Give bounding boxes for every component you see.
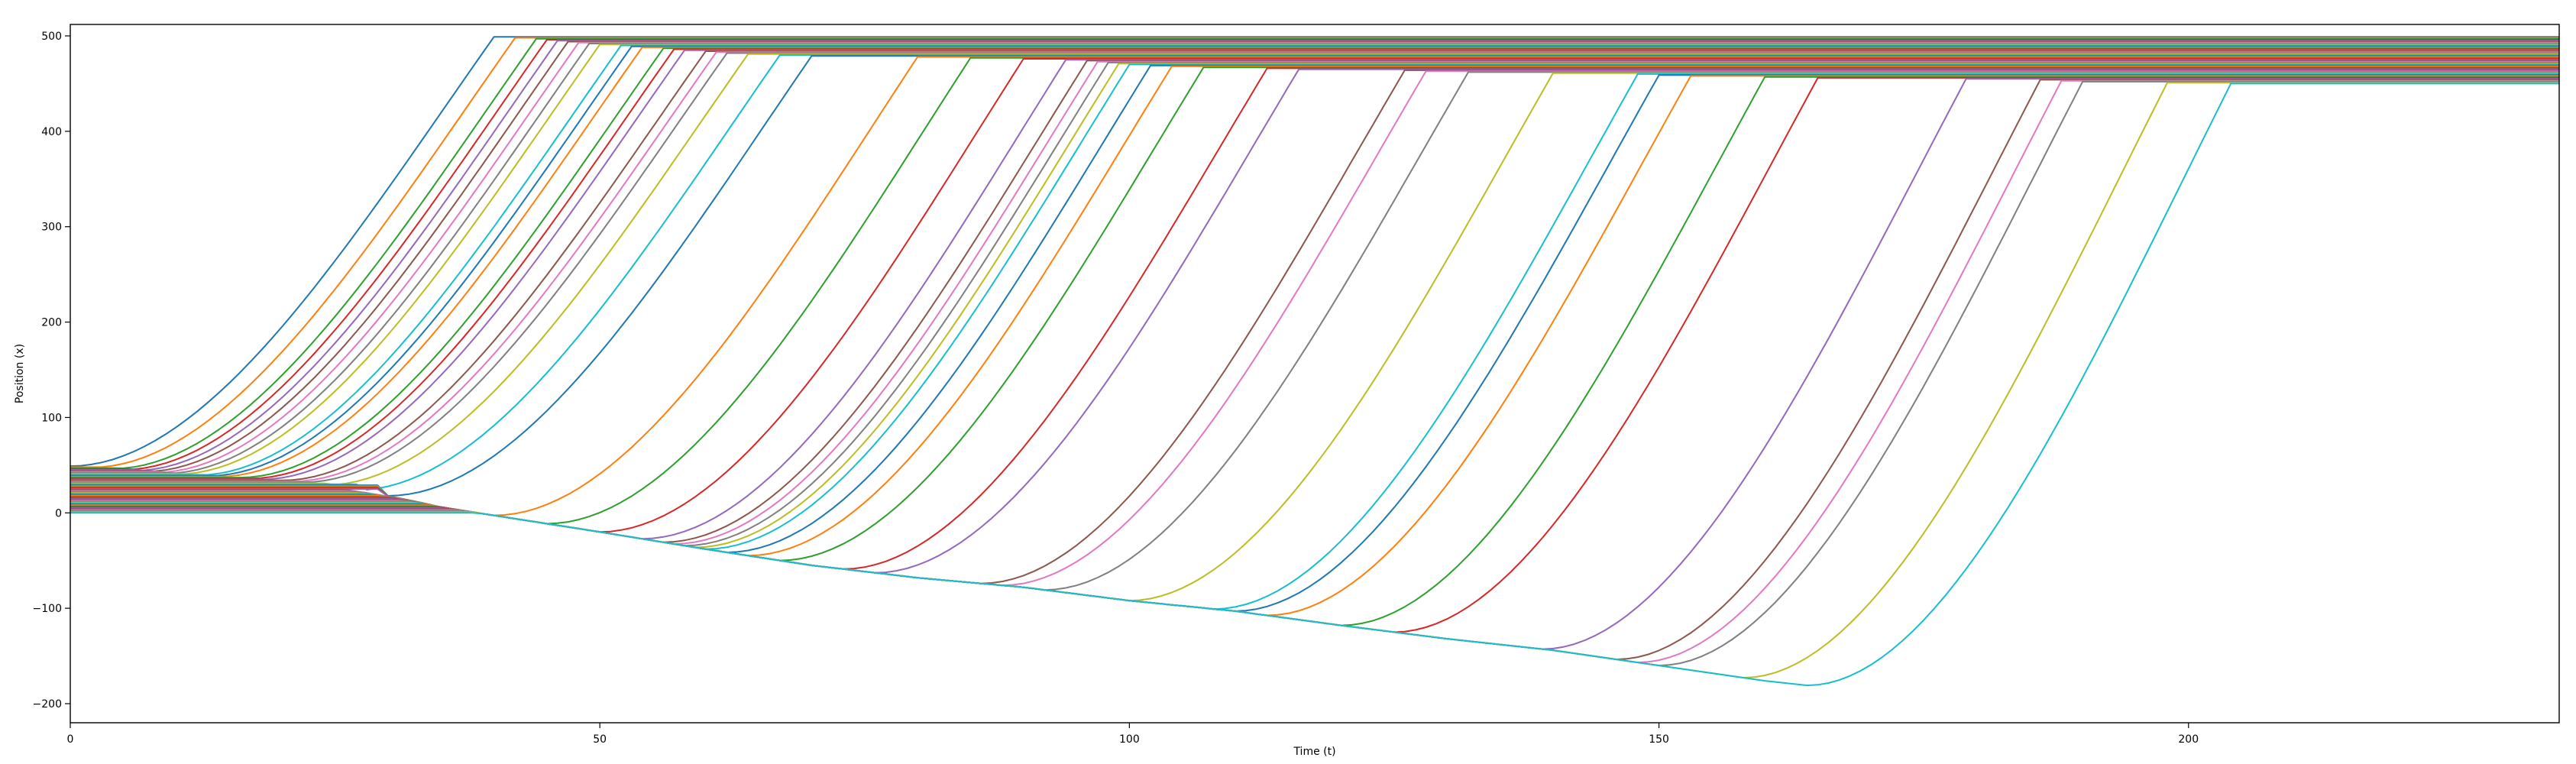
series-line <box>70 47 2559 479</box>
y-tick-label: 0 <box>55 507 62 520</box>
series-line <box>70 41 2559 473</box>
y-tick-label: 500 <box>41 31 62 43</box>
x-tick-label: 200 <box>2178 733 2199 746</box>
x-tick-label: 100 <box>1119 733 1140 746</box>
y-axis-label: Position (x) <box>14 344 26 403</box>
series-layer <box>70 36 2559 687</box>
y-tick-label: 400 <box>41 126 62 138</box>
x-tick-label: 50 <box>593 733 607 746</box>
series-line <box>70 37 2559 469</box>
x-axis-label: Time (t) <box>1293 746 1335 758</box>
series-line <box>70 47 2559 478</box>
series-line <box>70 48 2559 480</box>
series-line <box>70 44 2559 476</box>
series-line <box>70 43 2559 474</box>
plot-frame <box>70 24 2560 724</box>
series-line <box>70 40 2559 472</box>
y-axis: −200 −100 0 100 200 300 400 500 <box>33 31 70 711</box>
series-line <box>70 44 2559 475</box>
series-line <box>70 40 2559 471</box>
series-line <box>70 51 2559 483</box>
series-line <box>70 36 2559 468</box>
x-tick-label: 0 <box>67 733 74 746</box>
series-line <box>70 83 2559 687</box>
y-tick-label: 100 <box>41 412 62 424</box>
series-line <box>70 55 2559 497</box>
x-axis: 0 50 100 150 200 <box>67 723 2199 746</box>
series-line <box>70 54 2559 490</box>
series-line <box>70 53 2559 486</box>
series-line <box>70 45 2559 477</box>
series-line <box>70 52 2559 484</box>
y-tick-label: −100 <box>33 603 62 615</box>
x-tick-label: 150 <box>1649 733 1669 746</box>
y-tick-label: −200 <box>33 698 62 711</box>
y-tick-label: 200 <box>41 317 62 329</box>
series-line <box>70 37 2559 468</box>
y-tick-label: 300 <box>41 222 62 234</box>
series-line <box>70 50 2559 481</box>
series-line <box>70 49 2559 481</box>
series-line <box>70 39 2559 471</box>
